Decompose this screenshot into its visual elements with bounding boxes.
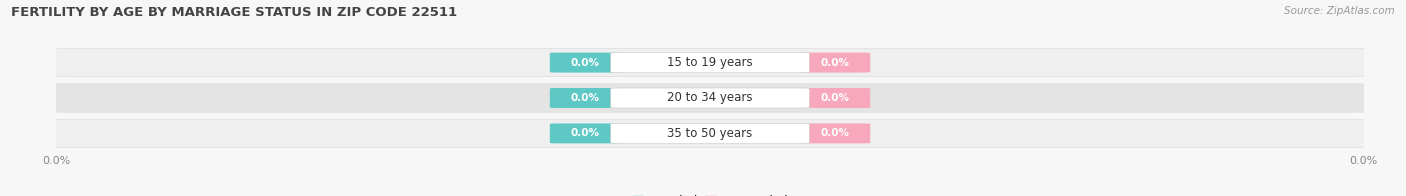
Legend: Married, Unmarried: Married, Unmarried — [630, 193, 790, 196]
Text: 0.0%: 0.0% — [820, 58, 849, 68]
FancyBboxPatch shape — [799, 123, 870, 143]
Text: 0.0%: 0.0% — [571, 58, 600, 68]
Text: 0.0%: 0.0% — [571, 128, 600, 138]
Text: 0.0%: 0.0% — [571, 93, 600, 103]
FancyBboxPatch shape — [610, 53, 810, 73]
FancyBboxPatch shape — [550, 53, 621, 73]
FancyBboxPatch shape — [610, 123, 810, 143]
FancyBboxPatch shape — [44, 48, 1376, 77]
FancyBboxPatch shape — [610, 88, 810, 108]
FancyBboxPatch shape — [550, 88, 621, 108]
Text: 20 to 34 years: 20 to 34 years — [668, 92, 752, 104]
FancyBboxPatch shape — [550, 123, 621, 143]
Text: FERTILITY BY AGE BY MARRIAGE STATUS IN ZIP CODE 22511: FERTILITY BY AGE BY MARRIAGE STATUS IN Z… — [11, 6, 457, 19]
FancyBboxPatch shape — [799, 53, 870, 73]
FancyBboxPatch shape — [799, 88, 870, 108]
Text: Source: ZipAtlas.com: Source: ZipAtlas.com — [1284, 6, 1395, 16]
FancyBboxPatch shape — [44, 119, 1376, 148]
FancyBboxPatch shape — [44, 84, 1376, 112]
Text: 0.0%: 0.0% — [820, 128, 849, 138]
Text: 0.0%: 0.0% — [820, 93, 849, 103]
Text: 15 to 19 years: 15 to 19 years — [668, 56, 752, 69]
Text: 35 to 50 years: 35 to 50 years — [668, 127, 752, 140]
